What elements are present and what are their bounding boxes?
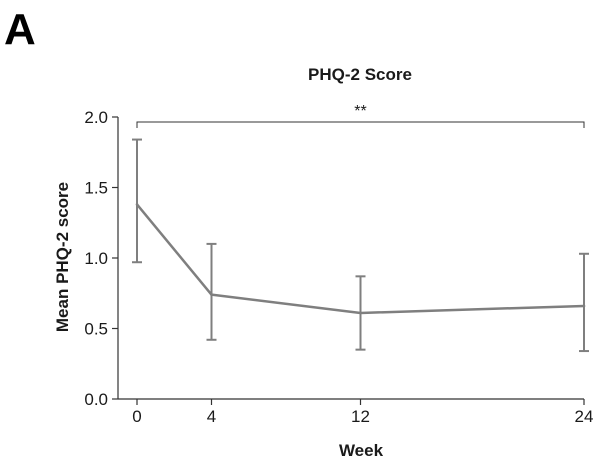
panel-label: A (4, 5, 36, 54)
y-tick-label: 1.0 (84, 249, 108, 268)
y-tick-label: 1.5 (84, 179, 108, 198)
y-tick-label: 0.5 (84, 320, 108, 339)
y-axis-title: Mean PHQ-2 score (53, 182, 72, 332)
plot-area: ** (132, 103, 589, 353)
x-axis-title: Week (339, 441, 384, 460)
data-point (359, 311, 362, 315)
x-tick-label: 12 (351, 407, 370, 426)
y-tick-label: 2.0 (84, 108, 108, 127)
x-tick-label: 0 (132, 407, 141, 426)
chart-title: PHQ-2 Score (308, 65, 412, 84)
significance-label: ** (354, 103, 366, 120)
significance-bracket (136, 121, 585, 128)
data-point (135, 203, 139, 206)
data-point (210, 293, 213, 296)
y-tick-label: 0.0 (84, 390, 108, 409)
axes: 0.0 0.5 1.0 1.5 2.0 0 4 12 24 (84, 108, 593, 426)
x-tick-label: 4 (207, 407, 216, 426)
data-point (582, 304, 586, 308)
x-tick-label: 24 (575, 407, 594, 426)
series-line (136, 203, 585, 315)
